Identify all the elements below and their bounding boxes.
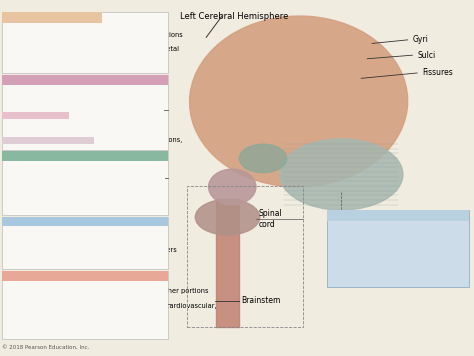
Ellipse shape — [239, 144, 287, 173]
Text: • Conscious thought processes, intellectual functions
• Memory storage and proce: • Conscious thought processes, intellect… — [5, 32, 183, 59]
Bar — [2, 75, 168, 85]
Bar — [2, 151, 168, 215]
Bar — [187, 186, 303, 327]
Ellipse shape — [190, 16, 408, 187]
Bar — [2, 12, 102, 23]
Bar — [2, 217, 168, 269]
Bar — [2, 271, 168, 281]
Bar — [2, 151, 168, 161]
Bar — [2, 271, 168, 339]
Text: Sulci: Sulci — [417, 51, 436, 60]
Text: • Centers controlling emotions, autonomic functions,
  and hormone production: • Centers controlling emotions, autonomi… — [5, 137, 182, 150]
Text: Brainstem: Brainstem — [242, 296, 281, 305]
Text: Gyri: Gyri — [412, 35, 428, 44]
Text: • Coordinates complex
  somatic motor
  patterns
• Adjusts output of
  other som: • Coordinates complex somatic motor patt… — [331, 213, 408, 261]
Bar — [2, 137, 94, 144]
Circle shape — [209, 169, 256, 205]
Bar — [2, 112, 69, 119]
Bar — [2, 12, 168, 73]
Ellipse shape — [195, 199, 260, 235]
Text: • Relays sensory information to cerebellum and
  thalamus
• Subconscious somatic: • Relays sensory information to cerebell… — [5, 233, 177, 253]
Bar — [2, 217, 168, 226]
Bar — [2, 75, 168, 150]
Bar — [327, 210, 469, 287]
Text: © 2018 Pearson Education, Inc.: © 2018 Pearson Education, Inc. — [2, 345, 90, 350]
Text: • Relay and processing centers for sensory
  information: • Relay and processing centers for senso… — [5, 112, 149, 125]
Bar — [216, 199, 239, 327]
Bar — [327, 210, 469, 221]
Text: Left Cerebral Hemisphere: Left Cerebral Hemisphere — [181, 12, 289, 21]
Text: • Processing of visual and auditory data
• Generating reflexive somatic motor re: • Processing of visual and auditory data… — [5, 170, 166, 190]
Text: • Relays sensory information to thalamus and other portions
  of the brainstem
•: • Relays sensory information to thalamus… — [5, 288, 217, 316]
Text: Fissures: Fissures — [422, 68, 453, 78]
Text: Spinal
cord: Spinal cord — [258, 209, 282, 229]
Ellipse shape — [280, 139, 403, 210]
